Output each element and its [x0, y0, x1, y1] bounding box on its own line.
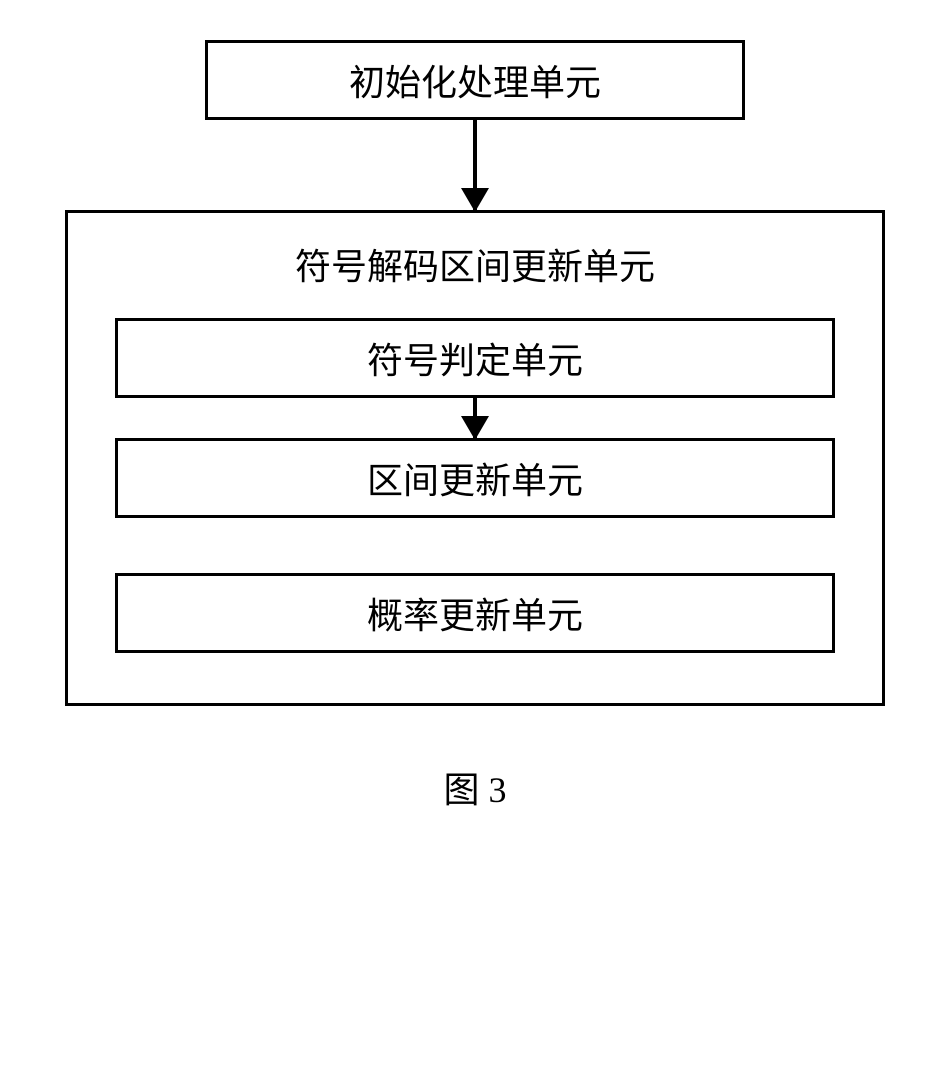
- inner-box-label-2: 概率更新单元: [367, 587, 583, 639]
- inner-box-prob-update: 概率更新单元: [115, 573, 835, 653]
- arrow-top-to-group: [473, 120, 477, 210]
- arrow-inner-1-to-2: [473, 398, 477, 438]
- inner-box-label-0: 符号判定单元: [367, 332, 583, 384]
- inner-box-label-1: 区间更新单元: [367, 452, 583, 504]
- diagram-container: 初始化处理单元 符号解码区间更新单元 符号判定单元 区间更新单元 概率更新单元 …: [20, 40, 930, 813]
- top-box-init: 初始化处理单元: [205, 40, 745, 120]
- outer-group-box: 符号解码区间更新单元 符号判定单元 区间更新单元 概率更新单元: [65, 210, 885, 706]
- group-title: 符号解码区间更新单元: [295, 238, 655, 290]
- inner-box-symbol-judge: 符号判定单元: [115, 318, 835, 398]
- top-box-label: 初始化处理单元: [349, 54, 601, 106]
- figure-label: 图 3: [443, 761, 506, 813]
- inner-box-interval-update: 区间更新单元: [115, 438, 835, 518]
